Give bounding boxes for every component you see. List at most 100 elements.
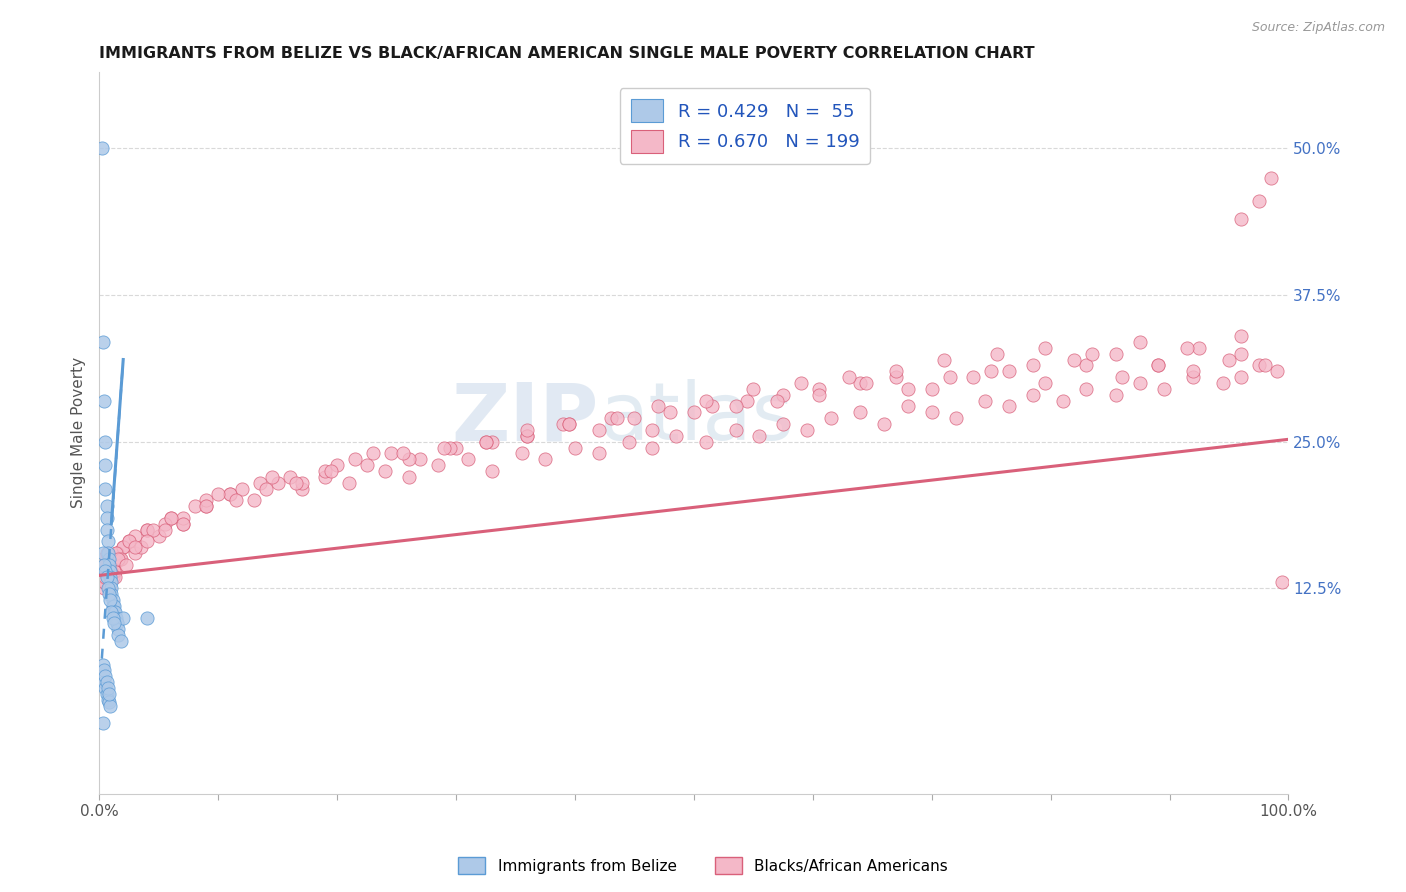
Point xyxy=(481,464,503,478)
Point xyxy=(100,587,122,601)
Point xyxy=(873,417,896,431)
Point xyxy=(344,452,367,467)
Point xyxy=(665,429,688,443)
Point xyxy=(409,452,432,467)
Point xyxy=(849,376,872,390)
Point xyxy=(97,582,120,596)
Point xyxy=(172,516,194,531)
Point xyxy=(225,493,247,508)
Point xyxy=(97,569,120,583)
Point xyxy=(94,458,117,472)
Point xyxy=(90,558,112,572)
Point xyxy=(105,610,128,624)
Point xyxy=(136,523,159,537)
Point xyxy=(260,470,283,484)
Point xyxy=(219,487,242,501)
Point xyxy=(97,558,120,572)
Point xyxy=(91,569,114,583)
Point xyxy=(254,482,277,496)
Point xyxy=(96,564,118,578)
Point xyxy=(1265,364,1288,378)
Point xyxy=(105,546,128,560)
Point xyxy=(1260,170,1282,185)
Point xyxy=(700,400,723,414)
Point xyxy=(427,458,450,472)
Point xyxy=(97,582,120,596)
Point xyxy=(475,434,498,449)
Point xyxy=(114,558,136,572)
Point xyxy=(97,558,120,572)
Point xyxy=(1052,393,1074,408)
Point xyxy=(112,540,135,554)
Point xyxy=(558,417,581,431)
Point xyxy=(398,452,420,467)
Point xyxy=(695,434,717,449)
Point xyxy=(124,546,146,560)
Point xyxy=(103,616,125,631)
Point xyxy=(1076,359,1098,373)
Point xyxy=(103,605,125,619)
Point xyxy=(97,681,120,695)
Point xyxy=(267,475,290,490)
Point xyxy=(897,400,920,414)
Point xyxy=(153,523,176,537)
Point xyxy=(558,417,581,431)
Point xyxy=(772,417,794,431)
Point xyxy=(1063,352,1085,367)
Point xyxy=(356,458,378,472)
Point xyxy=(94,564,117,578)
Point xyxy=(647,400,669,414)
Point xyxy=(998,400,1021,414)
Point xyxy=(97,569,120,583)
Point xyxy=(100,564,122,578)
Point xyxy=(1271,575,1294,590)
Point xyxy=(1212,376,1234,390)
Point xyxy=(98,564,121,578)
Point xyxy=(195,499,218,513)
Point xyxy=(98,569,121,583)
Point xyxy=(820,411,842,425)
Point xyxy=(314,470,336,484)
Point xyxy=(1146,359,1168,373)
Point xyxy=(93,675,115,690)
Point xyxy=(100,582,122,596)
Point xyxy=(766,393,789,408)
Point xyxy=(974,393,997,408)
Point xyxy=(617,434,640,449)
Point xyxy=(1230,211,1253,226)
Point xyxy=(564,441,586,455)
Point xyxy=(683,405,706,419)
Point xyxy=(855,376,877,390)
Point xyxy=(772,388,794,402)
Point xyxy=(1146,359,1168,373)
Point xyxy=(534,452,557,467)
Point xyxy=(97,534,120,549)
Point xyxy=(110,634,132,648)
Point xyxy=(457,452,479,467)
Point xyxy=(1153,382,1175,396)
Point xyxy=(91,716,114,731)
Point xyxy=(553,417,575,431)
Point xyxy=(606,411,628,425)
Point xyxy=(101,610,124,624)
Point xyxy=(136,610,159,624)
Point xyxy=(986,346,1008,360)
Point xyxy=(1022,388,1045,402)
Point xyxy=(337,475,360,490)
Point xyxy=(1105,388,1128,402)
Legend: R = 0.429   N =  55, R = 0.670   N = 199: R = 0.429 N = 55, R = 0.670 N = 199 xyxy=(620,88,870,163)
Point xyxy=(695,393,717,408)
Point xyxy=(103,558,125,572)
Point xyxy=(91,334,114,349)
Point xyxy=(195,499,218,513)
Point xyxy=(112,610,135,624)
Point xyxy=(104,610,127,624)
Point xyxy=(284,475,307,490)
Point xyxy=(105,616,128,631)
Point xyxy=(93,558,115,572)
Point xyxy=(108,552,131,566)
Point xyxy=(724,423,747,437)
Point xyxy=(104,605,127,619)
Point xyxy=(439,441,461,455)
Point xyxy=(172,516,194,531)
